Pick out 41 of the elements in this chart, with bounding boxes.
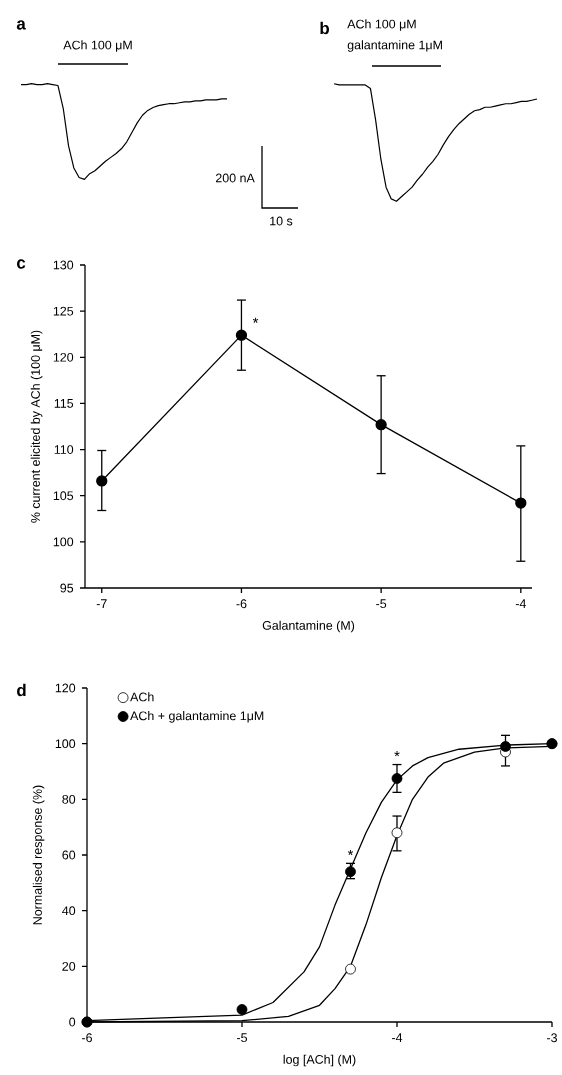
chart-title: b — [320, 21, 330, 35]
chart-title: c — [17, 259, 26, 269]
chart-title: a — [17, 20, 27, 30]
y-tick-label: 110 — [54, 445, 74, 454]
x-tick-label: -4 — [515, 599, 527, 608]
legend-label: ACh + galantamine 1μM — [130, 711, 264, 723]
text: ACh 100 μM — [347, 19, 416, 31]
y-tick-label: 100 — [55, 739, 76, 749]
x-tick-label: -7 — [96, 599, 107, 608]
annotation: * — [394, 751, 400, 757]
y-tick-label: 115 — [54, 399, 74, 408]
x-tick-label: -5 — [376, 599, 387, 609]
y-axis-title: Normalised response (%) — [32, 785, 45, 925]
x-tick-label: -3 — [547, 1033, 558, 1043]
x-tick-label: -6 — [82, 1033, 93, 1043]
text: galantamine 1μM — [347, 40, 443, 52]
x-axis-title: Galantamine (M) — [262, 620, 355, 633]
y-axis-title: % current elicited by ACh (100 μM) — [30, 330, 43, 523]
y-tick-label: 100 — [53, 537, 74, 547]
x-tick-label: -4 — [392, 1033, 403, 1042]
legend-label: ACh — [130, 692, 154, 702]
y-tick-label: 80 — [62, 794, 76, 804]
y-tick-label: 120 — [55, 683, 76, 693]
y-tick-label: 125 — [53, 306, 74, 316]
y-tick-label: 60 — [62, 850, 76, 860]
y-tick-label: 20 — [62, 961, 76, 971]
y-tick-label: 0 — [69, 1017, 76, 1027]
annotation: * — [253, 317, 259, 323]
text: 10 s — [270, 216, 293, 226]
y-tick-label: 105 — [53, 491, 74, 501]
annotation: * — [347, 849, 354, 856]
x-tick-label: -6 — [236, 599, 247, 609]
chart-title: d — [17, 683, 26, 697]
y-tick-label: 95 — [60, 583, 74, 593]
x-tick-label: -5 — [237, 1033, 248, 1043]
x-axis-title: log [ACh] (M) — [283, 1054, 356, 1067]
text: ACh 100 μM — [63, 40, 132, 52]
y-tick-label: 120 — [53, 352, 74, 362]
y-tick-label: 130 — [53, 260, 74, 270]
annotation: 200 nA — [216, 173, 255, 183]
y-tick-label: 40 — [62, 906, 76, 916]
